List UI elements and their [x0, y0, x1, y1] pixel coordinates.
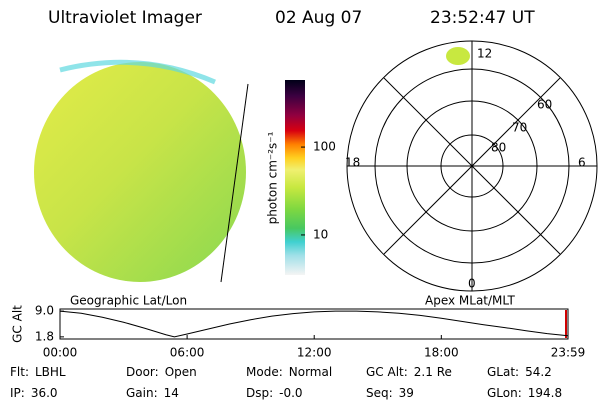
panel-label: Geographic Lat/Lon: [70, 294, 187, 308]
timeline-frame: [59, 308, 569, 340]
field-value: LBHL: [35, 365, 66, 379]
status-field: GLon: 194.8: [487, 386, 562, 400]
status-field: GC Alt: 2.1 Re: [366, 365, 452, 379]
panel-label: Apex MLat/MLT: [425, 294, 515, 308]
date: 02 Aug 07: [275, 8, 362, 28]
field-value: 194.8: [528, 386, 562, 400]
field-label: GLon:: [487, 386, 522, 400]
x-tick-label: 00:00: [43, 346, 78, 360]
x-tick-label: 06:00: [170, 346, 205, 360]
field-label: Mode:: [246, 365, 283, 379]
field-label: Flt:: [10, 365, 29, 379]
field-label: Dsp:: [246, 386, 273, 400]
mlt-label: 6: [578, 156, 586, 170]
field-label: GLat:: [487, 365, 519, 379]
field-label: GC Alt:: [366, 365, 408, 379]
field-label: IP:: [10, 386, 25, 400]
field-value: 14: [164, 386, 179, 400]
field-value: 39: [399, 386, 414, 400]
lat-label: 80: [491, 141, 506, 155]
status-field: GLat: 54.2: [487, 365, 552, 379]
status-field: IP: 36.0: [10, 386, 58, 400]
field-value: Open: [165, 365, 197, 379]
field-label: Door:: [126, 365, 159, 379]
colorbar: [285, 80, 305, 275]
time: 23:52:47 UT: [430, 8, 535, 28]
colorbar-tick-label: 10: [313, 227, 328, 241]
x-tick-label: 18:00: [424, 346, 459, 360]
lat-label: 60: [537, 98, 552, 112]
colorbar-tick-label: 100: [313, 140, 336, 154]
field-value: 54.2: [525, 365, 552, 379]
status-field: Gain: 14: [126, 386, 179, 400]
lat-label: 70: [512, 121, 527, 135]
field-label: Gain:: [126, 386, 158, 400]
status-field: Door: Open: [126, 365, 197, 379]
x-tick-label: 12:00: [297, 346, 332, 360]
y-tick-label: 1.8: [35, 329, 54, 343]
field-label: Seq:: [366, 386, 393, 400]
field-value: -0.0: [279, 386, 302, 400]
title: Ultraviolet Imager: [48, 8, 202, 28]
earth-image: [34, 59, 249, 283]
status-field: Flt: LBHL: [10, 365, 66, 379]
field-value: Normal: [289, 365, 332, 379]
mlt-label: 0: [468, 277, 476, 291]
colorbar-label: photon cm⁻²s⁻¹: [266, 131, 280, 224]
status-field: Seq: 39: [366, 386, 414, 400]
y-tick-label: 9.0: [35, 304, 54, 318]
status-field: Mode: Normal: [246, 365, 332, 379]
status-field: Dsp: -0.0: [246, 386, 303, 400]
altitude-line: [59, 310, 569, 338]
polar-grid: [346, 40, 598, 292]
field-value: 36.0: [31, 386, 58, 400]
footer: Flt: LBHL Door: Open Mode: Normal GC Alt: 2.1 R…: [10, 365, 562, 400]
mlt-label: 12: [477, 47, 492, 61]
field-value: 2.1 Re: [414, 365, 452, 379]
y-axis-label: GC Alt: [11, 305, 25, 343]
x-tick-label: 23:59: [551, 346, 586, 360]
mlt-label: 18: [345, 156, 360, 170]
